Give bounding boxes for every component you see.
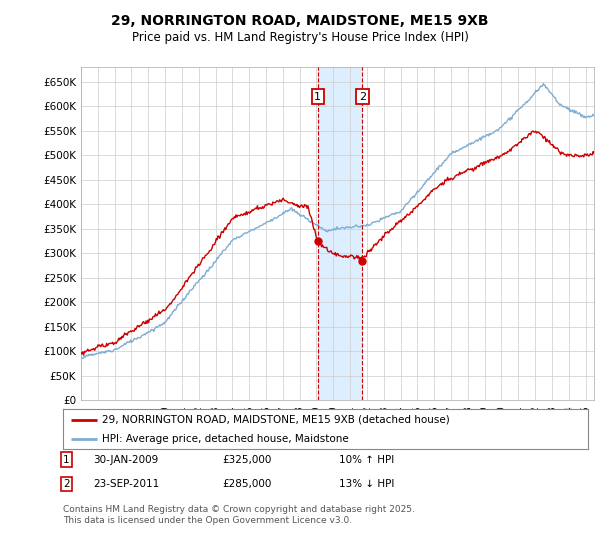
Text: HPI: Average price, detached house, Maidstone: HPI: Average price, detached house, Maid… xyxy=(103,434,349,444)
Text: 23-SEP-2011: 23-SEP-2011 xyxy=(93,479,159,489)
Text: 29, NORRINGTON ROAD, MAIDSTONE, ME15 9XB: 29, NORRINGTON ROAD, MAIDSTONE, ME15 9XB xyxy=(111,14,489,28)
Text: 29, NORRINGTON ROAD, MAIDSTONE, ME15 9XB (detached house): 29, NORRINGTON ROAD, MAIDSTONE, ME15 9XB… xyxy=(103,415,450,424)
Text: 2: 2 xyxy=(63,479,70,489)
Text: 1: 1 xyxy=(63,455,70,465)
Text: 2: 2 xyxy=(359,92,366,101)
Bar xyxy=(318,67,362,400)
Text: £285,000: £285,000 xyxy=(222,479,271,489)
Text: Price paid vs. HM Land Registry's House Price Index (HPI): Price paid vs. HM Land Registry's House … xyxy=(131,31,469,44)
Text: 13% ↓ HPI: 13% ↓ HPI xyxy=(339,479,394,489)
Text: 10% ↑ HPI: 10% ↑ HPI xyxy=(339,455,394,465)
Text: 1: 1 xyxy=(314,92,322,101)
Text: £325,000: £325,000 xyxy=(222,455,271,465)
Text: Contains HM Land Registry data © Crown copyright and database right 2025.
This d: Contains HM Land Registry data © Crown c… xyxy=(63,505,415,525)
Text: 30-JAN-2009: 30-JAN-2009 xyxy=(93,455,158,465)
